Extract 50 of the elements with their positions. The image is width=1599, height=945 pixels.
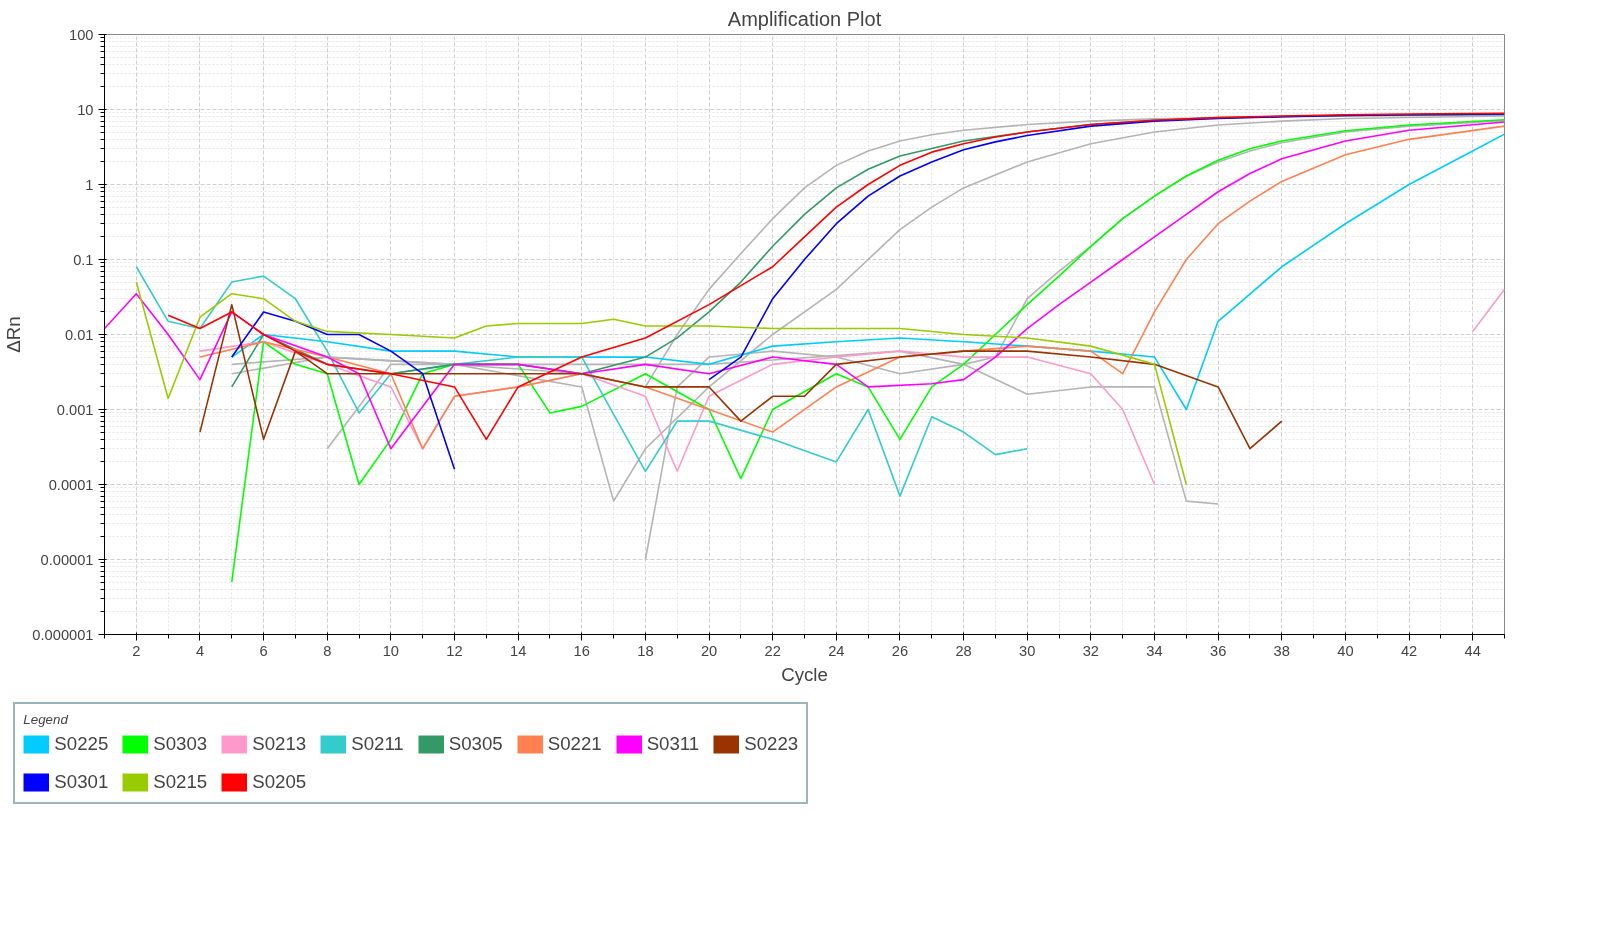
line-series (135, 281, 1188, 486)
legend-label: S0225 (54, 733, 109, 755)
x-tick-label: 4 (195, 642, 205, 659)
x-tick-label: 40 (1337, 642, 1354, 659)
line-series (135, 265, 1029, 497)
x-tick-label: 12 (446, 642, 463, 659)
x-tick-label: 28 (955, 642, 972, 659)
x-tick-label: 42 (1400, 642, 1418, 659)
chart-title: Amplification Plot (727, 7, 882, 30)
x-tick-label: 32 (1082, 642, 1100, 659)
y-axis-title: ΔRn (3, 316, 25, 353)
y-tick-label: 0.01 (64, 326, 94, 343)
x-tick-label: 26 (891, 642, 909, 659)
legend-label: S0205 (252, 771, 307, 793)
x-tick-label: 2 (132, 642, 141, 659)
legend-label: S0301 (54, 771, 109, 793)
x-axis-title: Cycle (781, 663, 828, 685)
legend-label: S0211 (351, 733, 404, 755)
y-tick-label: 0.0001 (48, 476, 94, 493)
x-tick-label: 38 (1273, 642, 1290, 659)
x-tick-label: 16 (573, 642, 590, 659)
x-tick-label: 22 (764, 642, 781, 659)
legend-label: S0311 (646, 733, 700, 755)
y-tick-label: 0.00001 (40, 551, 94, 568)
legend-label: S0215 (153, 771, 208, 793)
y-tick-label: 10 (77, 101, 94, 118)
y-tick-label: 0.1 (73, 251, 94, 268)
x-tick-label: 6 (259, 642, 268, 659)
x-tick-label: 36 (1209, 642, 1227, 659)
x-tick-label: 10 (382, 642, 400, 659)
x-tick-label: 30 (1019, 642, 1036, 659)
line-series (199, 303, 1283, 450)
legend-label: S0223 (744, 733, 799, 755)
x-tick-label: 24 (828, 642, 845, 659)
y-tick-label: 100 (69, 26, 94, 43)
x-tick-label: 44 (1464, 642, 1481, 659)
y-tick-label: 1 (85, 176, 94, 193)
x-tick-label: 8 (323, 642, 332, 659)
legend-label: S0221 (547, 733, 602, 755)
x-tick-label: 34 (1146, 642, 1163, 659)
x-tick-label: 18 (637, 642, 654, 659)
y-tick-label: 0.000001 (32, 626, 94, 643)
line-series (230, 118, 1505, 583)
x-tick-label: 14 (509, 642, 527, 659)
legend-title: Legend (23, 712, 70, 727)
legend-label: S0213 (252, 733, 307, 755)
legend-label: S0303 (153, 733, 208, 755)
y-tick-label: 0.001 (56, 401, 94, 418)
x-tick-label: 20 (700, 642, 718, 659)
legend-label: S0305 (448, 733, 503, 755)
